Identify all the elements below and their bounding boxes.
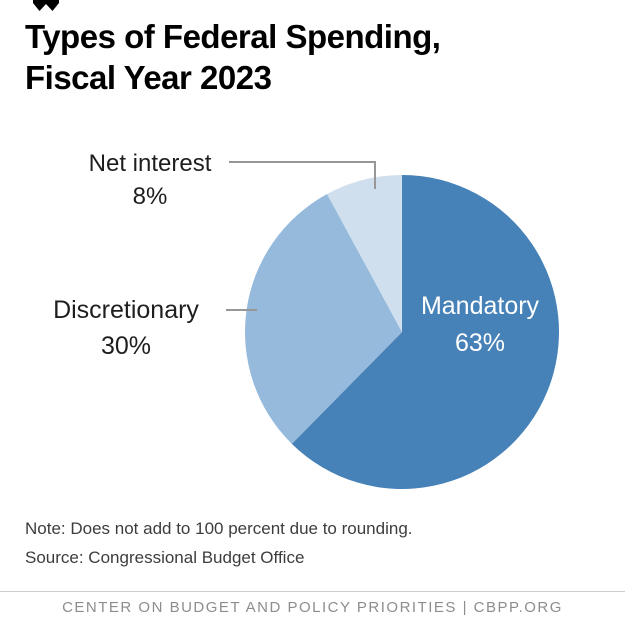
net-interest-leader-line	[229, 161, 376, 189]
mandatory-label-name: Mandatory	[420, 292, 540, 320]
net-interest-label-value: 8%	[132, 183, 168, 210]
pie-slice-mandatory	[291, 175, 559, 489]
net-interest-label: Net interest 8%	[70, 147, 230, 213]
net-interest-label-name: Net interest	[88, 150, 212, 177]
pie-slice-discretionary	[244, 194, 402, 444]
mandatory-label: Mandatory 63%	[395, 288, 565, 362]
discretionary-label-value: 30%	[100, 332, 152, 360]
footer-attribution: CENTER ON BUDGET AND POLICY PRIORITIES |…	[62, 599, 563, 616]
chart-title: Types of Federal Spending, Fiscal Year 2…	[25, 16, 441, 98]
logo-ribbon-mark	[33, 0, 59, 11]
pie-slice-net-interest	[327, 175, 402, 332]
discretionary-label: Discretionary 30%	[30, 292, 222, 364]
chart-title-line2: Fiscal Year 2023	[25, 59, 272, 96]
mandatory-label-value: 63%	[454, 329, 506, 357]
chart-title-line1: Types of Federal Spending,	[25, 18, 441, 55]
note-text: Note: Does not add to 100 percent due to…	[25, 519, 413, 538]
notes-block: Note: Does not add to 100 percent due to…	[25, 514, 413, 572]
source-text: Source: Congressional Budget Office	[25, 548, 305, 567]
footer-divider	[0, 591, 625, 592]
discretionary-label-name: Discretionary	[53, 296, 199, 324]
pie-chart	[244, 175, 559, 489]
discretionary-leader-line	[226, 309, 257, 311]
pie-chart-container	[242, 172, 562, 492]
